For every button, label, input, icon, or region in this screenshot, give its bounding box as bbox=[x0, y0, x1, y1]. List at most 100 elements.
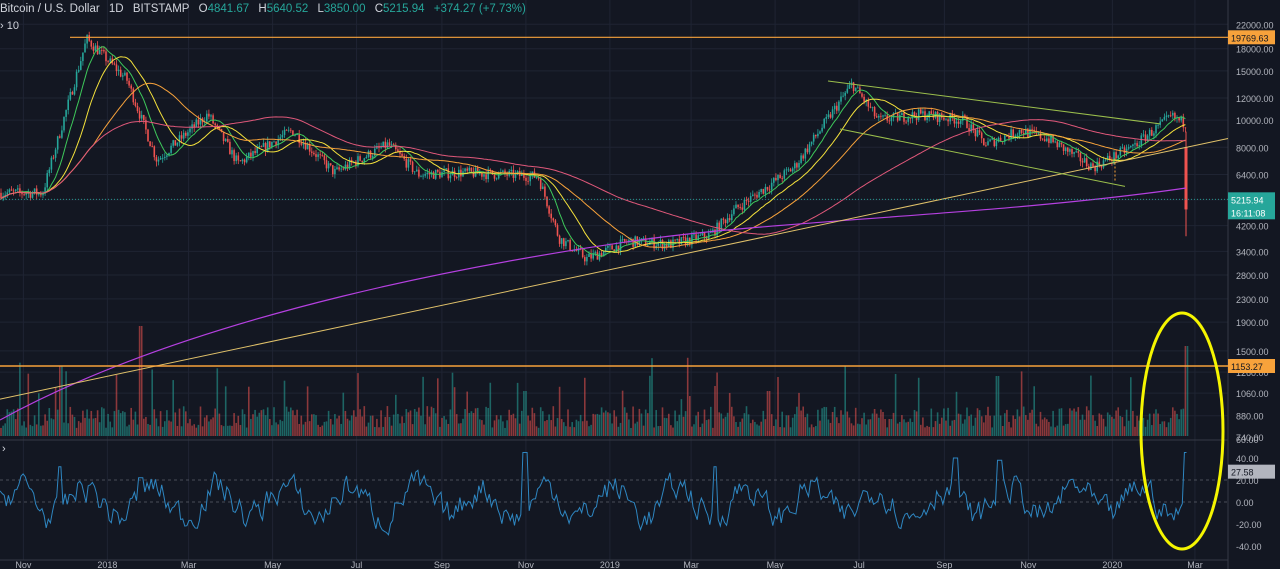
volume-bar bbox=[201, 426, 204, 436]
volume-bar bbox=[1085, 406, 1088, 436]
candle-body bbox=[997, 137, 1000, 142]
volume-bar bbox=[1031, 409, 1033, 436]
volume-bar bbox=[1111, 416, 1113, 436]
time-tick-label: May bbox=[767, 560, 785, 569]
candle-body bbox=[777, 174, 779, 181]
volume-bar bbox=[367, 422, 370, 436]
volume-bar bbox=[1020, 371, 1023, 436]
candle-body bbox=[1071, 149, 1073, 154]
volume-bar bbox=[306, 386, 309, 436]
candle-body bbox=[665, 243, 668, 247]
candle-body bbox=[737, 204, 739, 208]
interval-label[interactable]: 1D bbox=[108, 3, 124, 15]
volume-bar bbox=[474, 408, 477, 436]
volume-bar bbox=[1136, 415, 1138, 436]
volume-bar bbox=[556, 418, 559, 436]
candle-body bbox=[1140, 135, 1143, 146]
volume-bar bbox=[518, 423, 521, 436]
volume-bar bbox=[147, 423, 149, 436]
volume-bar bbox=[126, 426, 128, 436]
volume-bar bbox=[107, 413, 109, 436]
volume-bar bbox=[170, 421, 172, 436]
volume-bar bbox=[659, 425, 662, 436]
volume-bar bbox=[0, 427, 2, 436]
volume-bar bbox=[560, 419, 563, 436]
candle-body bbox=[164, 156, 166, 158]
candle-body bbox=[489, 169, 492, 171]
candle-body bbox=[678, 239, 681, 245]
candle-body bbox=[861, 93, 863, 97]
volume-bar bbox=[1184, 346, 1187, 436]
candle-body bbox=[140, 114, 143, 119]
lower-pane-toggle[interactable]: › bbox=[2, 443, 6, 455]
volume-bar bbox=[728, 392, 731, 436]
volume-bar bbox=[558, 386, 561, 436]
candle-body bbox=[1020, 129, 1023, 133]
volume-bar bbox=[525, 391, 527, 436]
volume-bar bbox=[863, 412, 865, 436]
candle-body bbox=[718, 222, 720, 231]
volume-bar bbox=[584, 377, 586, 436]
volume-bar bbox=[642, 425, 645, 436]
candle-body bbox=[605, 247, 607, 252]
candle-body bbox=[798, 162, 800, 168]
volume-bar bbox=[25, 427, 27, 436]
volume-bar bbox=[896, 423, 899, 436]
volume-bar bbox=[529, 420, 531, 436]
volume-bar bbox=[363, 406, 366, 436]
volume-bar bbox=[428, 416, 431, 436]
candle-body bbox=[962, 115, 964, 121]
volume-bar bbox=[707, 419, 710, 436]
volume-bar bbox=[527, 415, 529, 436]
volume-bar bbox=[617, 426, 620, 436]
volume-bar bbox=[1155, 409, 1157, 436]
volume-bar bbox=[756, 424, 758, 436]
volume-bar bbox=[880, 409, 882, 436]
candle-body bbox=[84, 43, 86, 53]
volume-bar bbox=[283, 380, 286, 436]
volume-bar bbox=[636, 421, 639, 436]
candle-body bbox=[880, 115, 882, 117]
price-tick-label: 3400.00 bbox=[1236, 247, 1269, 257]
candle-body bbox=[212, 115, 214, 124]
volume-bar bbox=[930, 408, 933, 436]
volume-bar bbox=[50, 418, 53, 436]
candle-body bbox=[892, 113, 895, 118]
volume-bar bbox=[290, 407, 292, 436]
volume-bar bbox=[875, 413, 878, 436]
price-tick-label: 2300.00 bbox=[1236, 295, 1269, 305]
volume-bar bbox=[63, 422, 65, 436]
volume-bar bbox=[1102, 418, 1105, 436]
candle-body bbox=[52, 157, 55, 159]
candle-body bbox=[966, 117, 968, 129]
candle-body bbox=[1142, 134, 1145, 136]
volume-bar bbox=[1073, 408, 1075, 436]
candle-body bbox=[103, 50, 105, 52]
candle-body bbox=[422, 175, 424, 177]
candle-body bbox=[976, 130, 979, 137]
volume-bar bbox=[323, 421, 326, 436]
volume-bar bbox=[434, 413, 437, 436]
volume-bar bbox=[762, 410, 765, 436]
volume-bar bbox=[210, 419, 212, 436]
indicator-toggle[interactable]: › 10 bbox=[0, 20, 19, 32]
volume-bar bbox=[359, 409, 361, 436]
volume-bar bbox=[724, 416, 727, 436]
volume-bar bbox=[861, 418, 863, 436]
price-tick-label: 22000.00 bbox=[1236, 20, 1274, 30]
candle-body bbox=[659, 240, 662, 244]
volume-bar bbox=[1172, 407, 1174, 436]
volume-bar bbox=[718, 412, 720, 436]
candle-body bbox=[48, 169, 51, 174]
candle-body bbox=[290, 129, 292, 131]
candle-body bbox=[227, 138, 229, 142]
symbol-name[interactable]: Bitcoin / U.S. Dollar bbox=[0, 3, 100, 15]
candle-body bbox=[466, 168, 468, 171]
candle-body bbox=[1092, 163, 1094, 167]
volume-bar bbox=[378, 427, 380, 436]
volume-bar bbox=[1100, 414, 1103, 436]
candle-body bbox=[539, 178, 542, 190]
candle-body bbox=[804, 148, 807, 159]
volume-bar bbox=[869, 419, 872, 436]
